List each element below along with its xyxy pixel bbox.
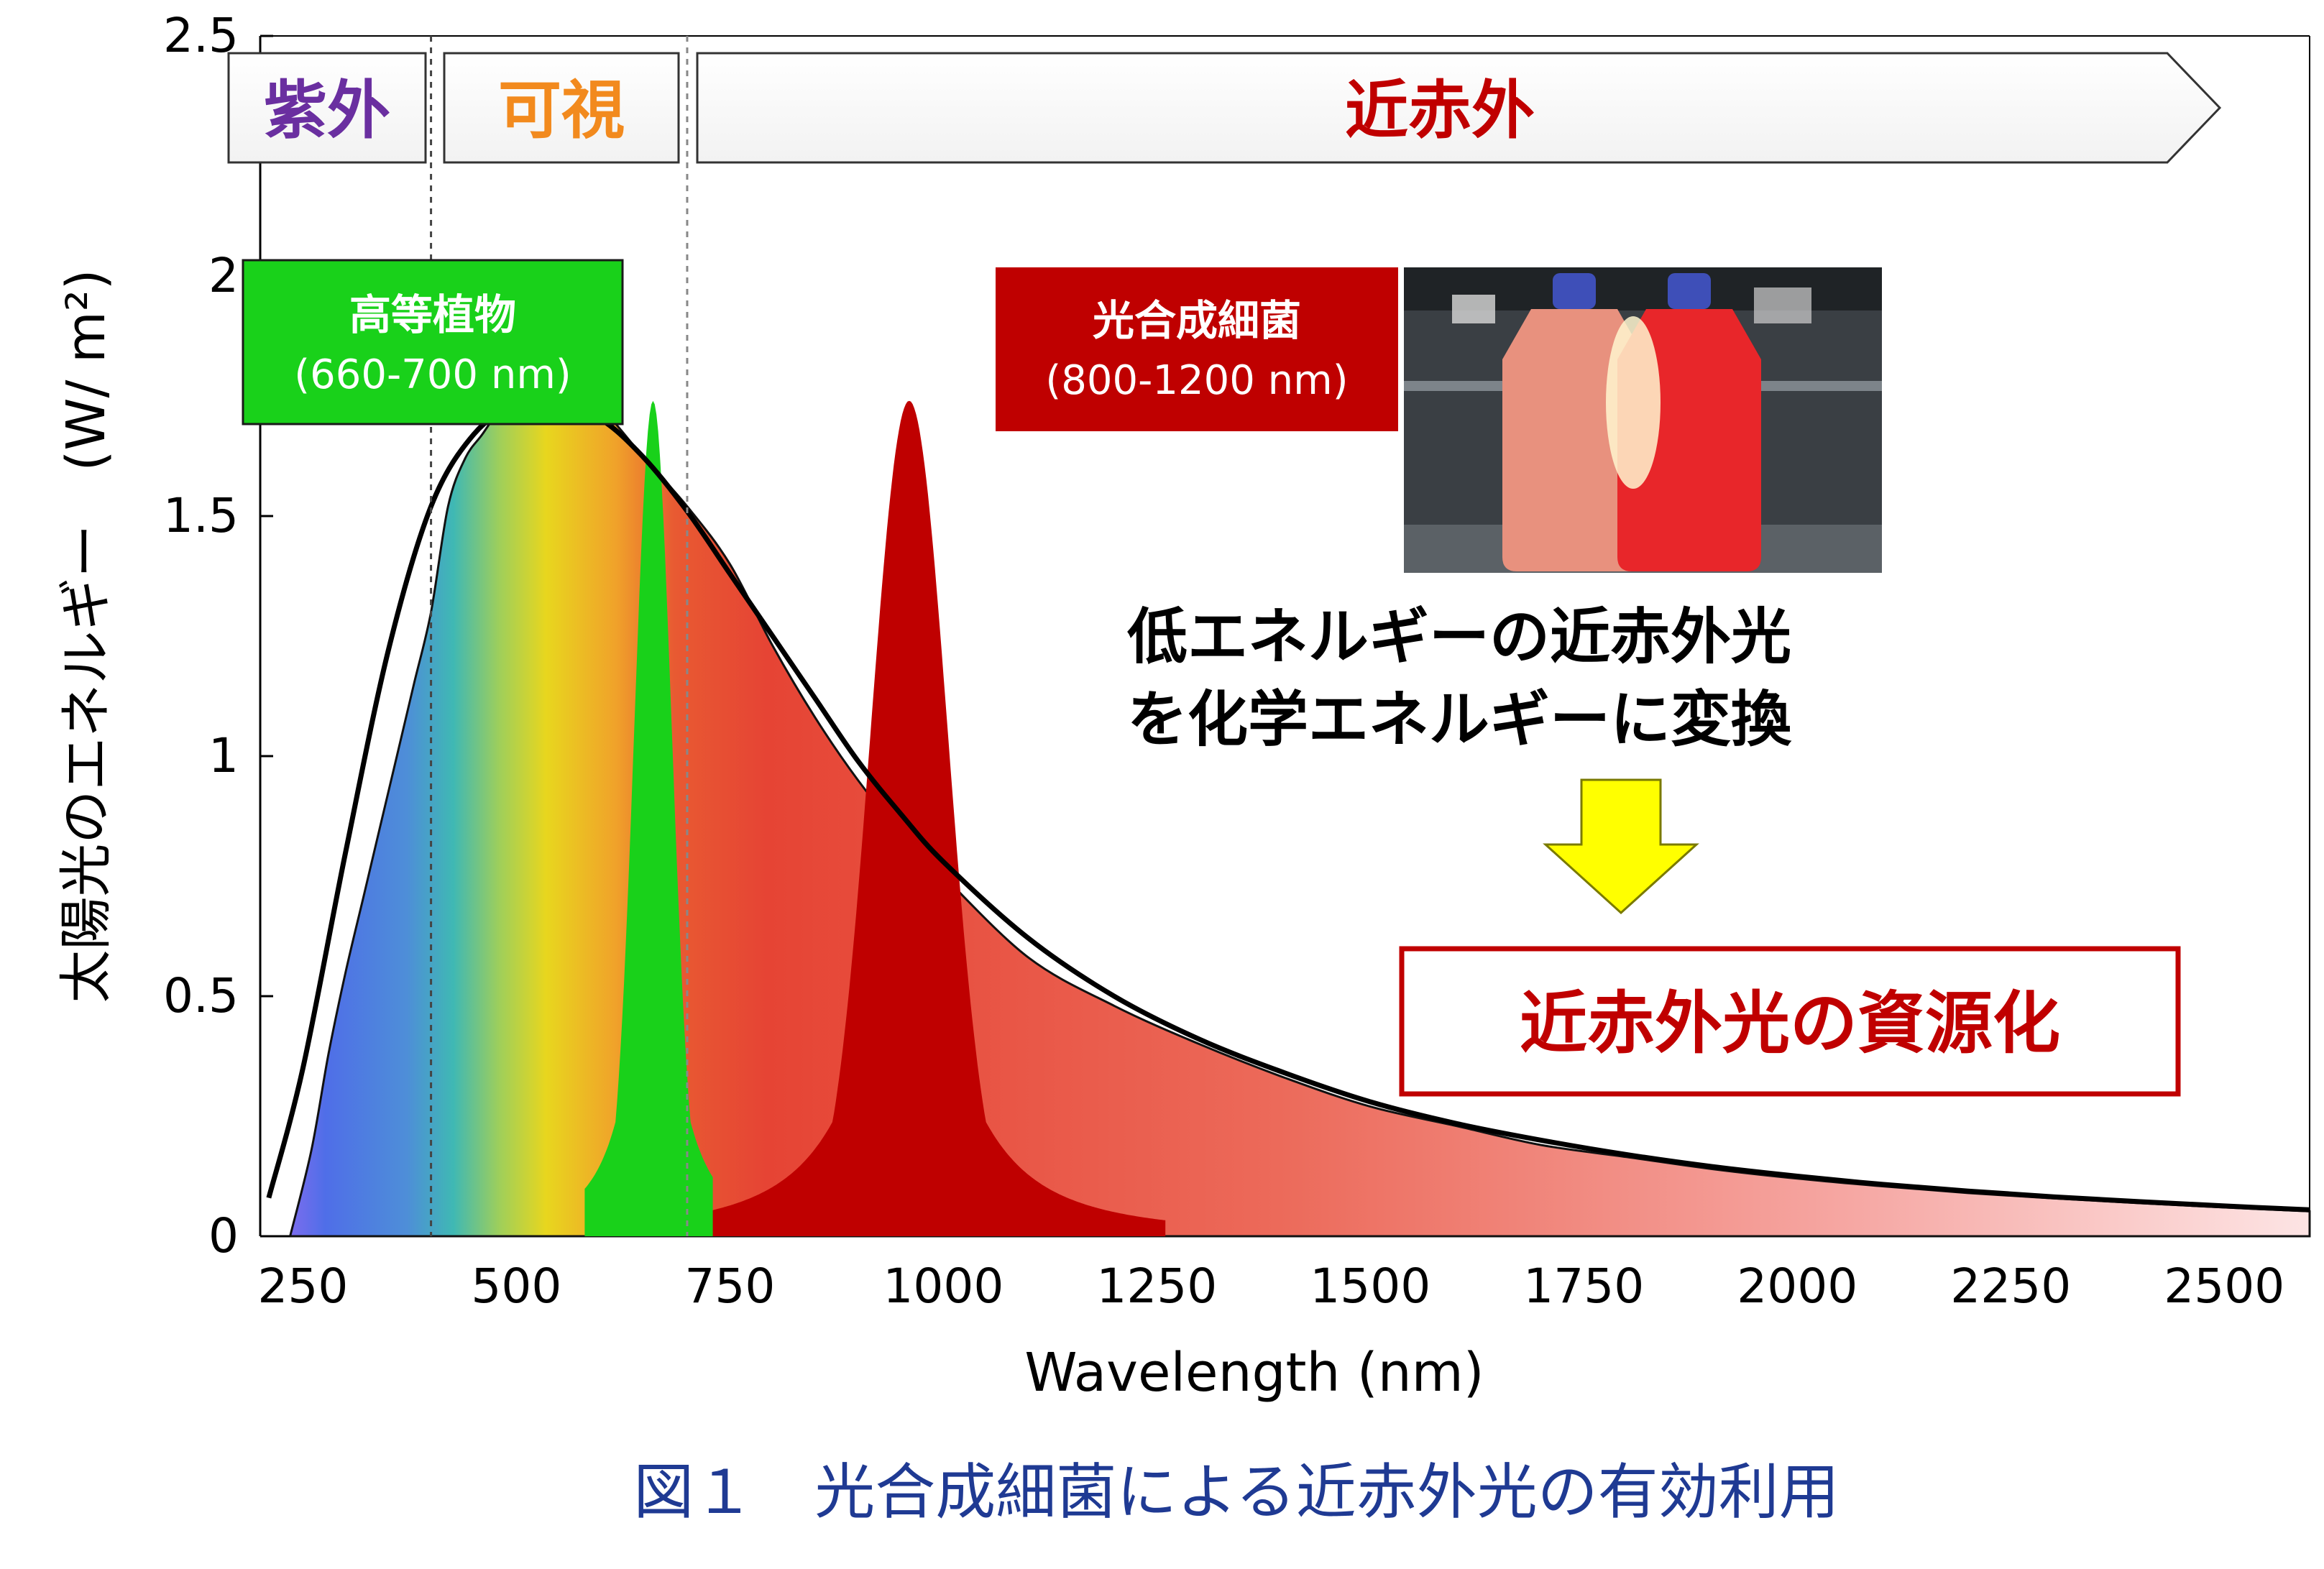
- bacteria-box-range: (800-1200 nm): [1045, 357, 1348, 404]
- bacteria-absorption-peak: [704, 400, 1166, 1237]
- x-tick-label: 2500: [2164, 1259, 2284, 1314]
- region-band-nir: 近赤外: [696, 52, 2222, 164]
- region-label-nir: 近赤外: [1345, 73, 1535, 147]
- region-band-uv: 紫外: [227, 52, 427, 164]
- figure-caption: 図１ 光合成細菌による近赤外光の有効利用: [633, 1457, 1839, 1527]
- y-tick-label: 1: [208, 728, 239, 783]
- y-tick-label: 2.5: [163, 8, 239, 63]
- y-tick-label: 0.5: [163, 968, 239, 1023]
- conversion-text-line2: を化学エネルギーに変換: [1127, 684, 1792, 755]
- y-axis-label: 太陽光のエネルギー (W/ m²): [55, 269, 117, 1003]
- plants-box-title: 高等植物: [349, 290, 516, 339]
- x-axis-label: Wavelength (nm): [1024, 1342, 1484, 1404]
- region-band-visible: 可視: [443, 52, 680, 164]
- result-box: 近赤外光の資源化: [1399, 946, 2181, 1097]
- conversion-text-line1: 低エネルギーの近赤外光: [1127, 602, 1791, 672]
- x-tick-label: 1250: [1096, 1259, 1217, 1314]
- plants-box-range: (660-700 nm): [294, 351, 571, 398]
- x-tick-label: 2250: [1950, 1259, 2071, 1314]
- x-tick-label: 500: [471, 1259, 561, 1314]
- bacteria-box-title: 光合成細菌: [1093, 296, 1301, 345]
- x-tick-label: 2000: [1737, 1259, 1857, 1314]
- plants-absorption-peak: [584, 400, 713, 1237]
- solar-spectrum-fill: [289, 389, 2311, 1238]
- bacteria-label-box: 光合成細菌 (800-1200 nm): [996, 267, 1398, 431]
- bacteria-photo: [1404, 267, 1882, 573]
- y-tick-label: 2: [208, 248, 239, 303]
- y-tick-label: 1.5: [163, 488, 239, 543]
- x-tick-label: 1750: [1523, 1259, 1644, 1314]
- blackbody-envelope-line: [266, 400, 2310, 1213]
- x-tick-label: 750: [684, 1259, 775, 1314]
- region-label-uv: 紫外: [264, 73, 390, 147]
- x-tick-label: 250: [257, 1259, 348, 1314]
- region-label-visible: 可視: [498, 73, 625, 147]
- result-text: 近赤外光の資源化: [1520, 985, 2060, 1063]
- down-arrow-icon: [1543, 778, 1699, 915]
- x-tick-label: 1500: [1310, 1259, 1430, 1314]
- plants-label-box: 高等植物 (660-700 nm): [242, 259, 624, 425]
- y-tick-label: 0: [208, 1208, 239, 1264]
- x-tick-label: 1000: [883, 1259, 1003, 1314]
